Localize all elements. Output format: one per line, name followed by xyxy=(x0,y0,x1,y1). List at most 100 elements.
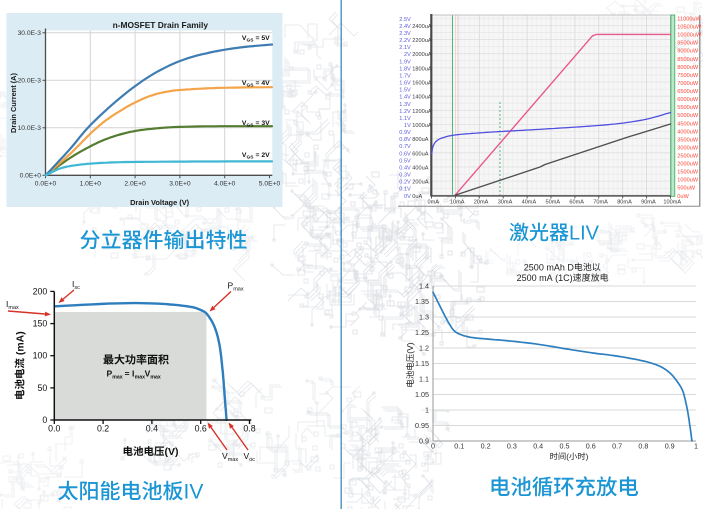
svg-text:8000uW: 8000uW xyxy=(677,65,699,71)
svg-text:70mA: 70mA xyxy=(593,199,608,205)
svg-text:6500uW: 6500uW xyxy=(677,89,699,95)
svg-text:5.0E+0: 5.0E+0 xyxy=(259,181,281,188)
svg-text:10mA: 10mA xyxy=(450,199,465,205)
svg-text:2.2V: 2.2V xyxy=(399,38,411,44)
svg-text:0.5V: 0.5V xyxy=(399,158,411,164)
svg-text:LIV: LIV xyxy=(569,223,600,245)
svg-text:500uW: 500uW xyxy=(677,186,695,192)
svg-text:40mA: 40mA xyxy=(522,199,537,205)
svg-text:1.7V: 1.7V xyxy=(399,73,411,79)
svg-text:0.1: 0.1 xyxy=(454,442,464,451)
svg-text:= 5V: = 5V xyxy=(254,35,271,42)
svg-text:2200uA: 2200uA xyxy=(412,38,432,44)
svg-text:0.3: 0.3 xyxy=(507,442,517,451)
svg-text:(: ( xyxy=(566,451,569,461)
svg-text:2.1V: 2.1V xyxy=(399,45,411,51)
svg-text:max: max xyxy=(112,375,122,381)
svg-text:V: V xyxy=(242,35,247,42)
svg-text:1: 1 xyxy=(694,442,698,451)
svg-text:Drain Current (A): Drain Current (A) xyxy=(9,72,18,132)
svg-text:1V: 1V xyxy=(404,123,411,129)
svg-text:max: max xyxy=(135,375,145,381)
svg-text:1.25: 1.25 xyxy=(415,328,429,337)
svg-text:150: 150 xyxy=(33,319,48,329)
svg-text:= 3V: = 3V xyxy=(254,120,271,127)
svg-text:0.8V: 0.8V xyxy=(399,137,411,143)
svg-text:(V): (V) xyxy=(405,342,415,354)
svg-text:2.0E+0: 2.0E+0 xyxy=(124,181,146,188)
svg-text:1.2V: 1.2V xyxy=(399,109,411,115)
svg-text:1.35: 1.35 xyxy=(415,297,429,306)
svg-text:0.3V: 0.3V xyxy=(399,173,411,179)
svg-text:1800uA: 1800uA xyxy=(412,66,432,72)
svg-text:max: max xyxy=(228,457,239,463)
svg-text:3500uW: 3500uW xyxy=(677,137,699,143)
svg-text:(mA): (mA) xyxy=(15,331,27,358)
svg-text:0.0: 0.0 xyxy=(48,423,60,433)
svg-text:1: 1 xyxy=(425,406,429,415)
svg-text:1600uA: 1600uA xyxy=(412,81,432,87)
svg-text:5000uW: 5000uW xyxy=(677,113,699,119)
svg-text:20mA: 20mA xyxy=(474,199,489,205)
svg-text:2500 mAh D: 2500 mAh D xyxy=(524,262,575,272)
svg-text:GS: GS xyxy=(247,155,255,161)
svg-text:0.2: 0.2 xyxy=(481,442,491,451)
svg-text:max: max xyxy=(150,375,160,381)
svg-text:0.0E+0: 0.0E+0 xyxy=(20,173,42,180)
svg-text:Drain Voltage (V): Drain Voltage (V) xyxy=(130,198,190,207)
svg-text:4000uW: 4000uW xyxy=(677,129,699,135)
svg-text:GS: GS xyxy=(247,38,255,44)
svg-text:sc: sc xyxy=(74,285,80,291)
svg-text:V: V xyxy=(222,451,228,461)
svg-text:9500uW: 9500uW xyxy=(677,41,699,47)
svg-text:0.8: 0.8 xyxy=(243,423,255,433)
svg-text:400uA: 400uA xyxy=(412,166,428,172)
svg-text:600uA: 600uA xyxy=(412,151,428,157)
svg-text:0uA: 0uA xyxy=(412,194,422,200)
svg-text:2500uW: 2500uW xyxy=(677,154,699,160)
svg-text:0.2: 0.2 xyxy=(97,423,109,433)
svg-text:V: V xyxy=(244,451,250,461)
svg-text:IV: IV xyxy=(184,481,204,504)
svg-text:0: 0 xyxy=(42,415,47,425)
svg-text:P: P xyxy=(107,369,113,379)
svg-text:1.4V: 1.4V xyxy=(399,95,411,101)
svg-text:1.5V: 1.5V xyxy=(399,88,411,94)
svg-text:): ) xyxy=(586,451,589,461)
svg-text:90mA: 90mA xyxy=(641,199,656,205)
svg-text:1.2: 1.2 xyxy=(419,344,429,353)
svg-text:1.0E+0: 1.0E+0 xyxy=(80,181,102,188)
svg-text:1.05: 1.05 xyxy=(415,390,429,399)
svg-text:7000uW: 7000uW xyxy=(677,81,699,87)
svg-text:= 4V: = 4V xyxy=(254,80,271,87)
svg-text:80mA: 80mA xyxy=(617,199,632,205)
svg-text:50mA: 50mA xyxy=(545,199,560,205)
svg-text:10.0E-3: 10.0E-3 xyxy=(18,125,42,132)
svg-text:1500uW: 1500uW xyxy=(677,170,699,176)
svg-text:6000uW: 6000uW xyxy=(677,97,699,103)
svg-text:1.6V: 1.6V xyxy=(399,81,411,87)
svg-text:V: V xyxy=(145,369,151,379)
svg-text:0.6: 0.6 xyxy=(586,442,596,451)
svg-text:1.8V: 1.8V xyxy=(399,66,411,72)
svg-text:100: 100 xyxy=(33,351,48,361)
svg-text:1.3: 1.3 xyxy=(419,313,429,322)
svg-text:2V: 2V xyxy=(404,52,411,58)
svg-text:0.7: 0.7 xyxy=(612,442,622,451)
svg-text:0.0E+0: 0.0E+0 xyxy=(35,181,57,188)
svg-text:0.5: 0.5 xyxy=(560,442,570,451)
svg-text:60mA: 60mA xyxy=(569,199,584,205)
svg-text:2.5V: 2.5V xyxy=(399,17,411,23)
svg-text:1400uA: 1400uA xyxy=(412,95,432,101)
svg-text:1.4: 1.4 xyxy=(419,282,429,291)
svg-text:GS: GS xyxy=(247,123,255,129)
svg-text:4.0E+0: 4.0E+0 xyxy=(214,181,236,188)
svg-text:0.4: 0.4 xyxy=(533,442,543,451)
svg-text:30mA: 30mA xyxy=(498,199,513,205)
svg-text:5500uW: 5500uW xyxy=(677,105,699,111)
svg-text:0.4V: 0.4V xyxy=(399,166,411,172)
svg-text:0mA: 0mA xyxy=(428,199,440,205)
svg-text:50: 50 xyxy=(38,383,48,393)
svg-text:= 2V: = 2V xyxy=(254,152,271,159)
svg-text:0.6: 0.6 xyxy=(195,423,207,433)
